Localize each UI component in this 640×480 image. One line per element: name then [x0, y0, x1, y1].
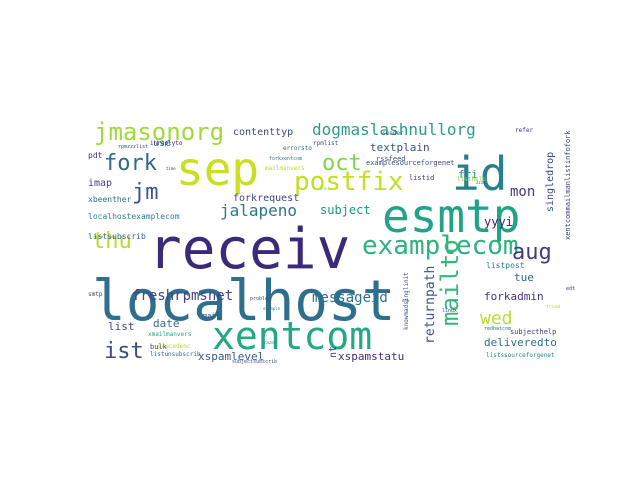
word-ist: ist — [104, 339, 144, 364]
word-example: example — [263, 306, 280, 311]
word-messageid: messageid — [312, 290, 388, 306]
word-pdt: pdt — [88, 151, 103, 160]
word-forkxentcom: forkxentcom — [269, 156, 302, 162]
word-fork: fork — [104, 151, 157, 176]
word-id: id — [452, 147, 507, 201]
word-list: list — [108, 320, 135, 333]
word-forkadmin: forkadmin — [484, 290, 544, 303]
word-errorsto: errorsto — [283, 145, 312, 152]
word-imap: imap — [88, 178, 112, 189]
word-precedenc: precedenc — [158, 343, 191, 350]
word-deliveredto: deliveredto — [484, 336, 557, 349]
word-freshrpmsnet: freshrpmsnet — [132, 288, 233, 304]
word-xmailmanvers: xmailmanvers — [148, 331, 192, 338]
word-fri: fri — [458, 168, 478, 181]
word-rssfeed: rssfeed — [376, 155, 406, 163]
word-smtp: smtp — [88, 291, 103, 298]
word-examplesourceforgenet: examplesourceforgenet — [366, 159, 455, 167]
word-subject: subject — [320, 203, 371, 217]
word-mailto: mailto — [436, 239, 464, 326]
word-razor: razor — [264, 340, 277, 345]
word-mail: mail — [203, 312, 220, 320]
word-listid: listid — [409, 174, 434, 182]
word-aug: aug — [512, 240, 552, 265]
word-time: time — [166, 166, 176, 171]
word-wed: wed — [480, 308, 513, 329]
word-edt: edt — [566, 286, 575, 292]
word-receiv: receiv — [148, 217, 350, 282]
word-xentcom: xentcom — [212, 314, 372, 358]
word-tue: tue — [514, 271, 534, 284]
word-redhatcom: redhatcom — [484, 326, 511, 332]
word-friend: friend — [546, 304, 561, 309]
word-listunsubscrib: listunsubscrib — [150, 351, 201, 358]
word-zzzz: zzzz — [476, 180, 486, 185]
word-dogmaslashnullorg: dogmaslashnullorg — [312, 120, 476, 139]
word-textplain: textplain — [370, 141, 430, 154]
word-rpmzzzlist: rpmzzzlist — [118, 144, 148, 150]
word-listpost: listpost — [486, 261, 525, 270]
word-xentcommailmanlistinfofork: xentcommailmanlistinfofork — [564, 130, 572, 240]
word-sep: sep — [176, 142, 259, 196]
word-subjecthelp: subjecthelp — [510, 328, 556, 336]
word-new: new — [402, 298, 410, 303]
word-localhostexamplecom: localhostexamplecom — [88, 212, 180, 221]
word-thu: thu — [92, 229, 132, 254]
word-problem: problem — [250, 296, 271, 302]
word-singledrop: singledrop — [545, 152, 556, 212]
word-esmtp: esmtp — [382, 189, 520, 243]
word-use: use — [153, 138, 171, 149]
word-examplecom: examplecom — [362, 231, 519, 261]
word-subjectsubscrib: subjectsubscrib — [232, 359, 277, 365]
word-localhost: localhost — [92, 269, 395, 334]
word-postfix: postfix — [294, 167, 404, 197]
word-knowmadsinglinit: knowmadsinglinit — [403, 272, 410, 330]
word-contenttyp: contenttyp — [233, 127, 293, 138]
word-linux: linux — [442, 308, 457, 314]
word-sender: sender — [382, 130, 404, 137]
word-xspamstatu: xspamstatu — [338, 350, 404, 363]
word-yyyi: yyyi — [484, 215, 513, 229]
word-mailmanvers: mailmanvers — [265, 165, 305, 172]
word-returnpath: returnpath — [423, 266, 438, 344]
word-jalapeno: jalapeno — [220, 201, 297, 220]
word-inreplyto: inreplyto — [150, 140, 183, 147]
word-oct: oct — [322, 151, 362, 176]
word-bulk: bulk — [150, 343, 168, 351]
word-listsubscrib: listsubscrib — [88, 232, 146, 241]
word-forkrequest: forkrequest — [233, 193, 299, 204]
word-listhelp: listhelp — [457, 176, 486, 183]
word-date: date — [153, 317, 180, 330]
word-jmasonorg: jmasonorg — [94, 118, 224, 146]
word-jm: jm — [132, 180, 159, 205]
word-one: one — [320, 186, 328, 191]
word-listssourceforgenet: listssourceforgenet — [486, 352, 555, 359]
word-refer: refer — [515, 127, 533, 134]
word-rpmlist: rpmlist — [313, 140, 339, 147]
word-nt: nt — [328, 346, 339, 358]
word-mon: mon — [510, 184, 535, 200]
word-xspamlevel: xspamlevel — [198, 350, 264, 363]
word-xbeenther: xbeenther — [88, 195, 132, 204]
